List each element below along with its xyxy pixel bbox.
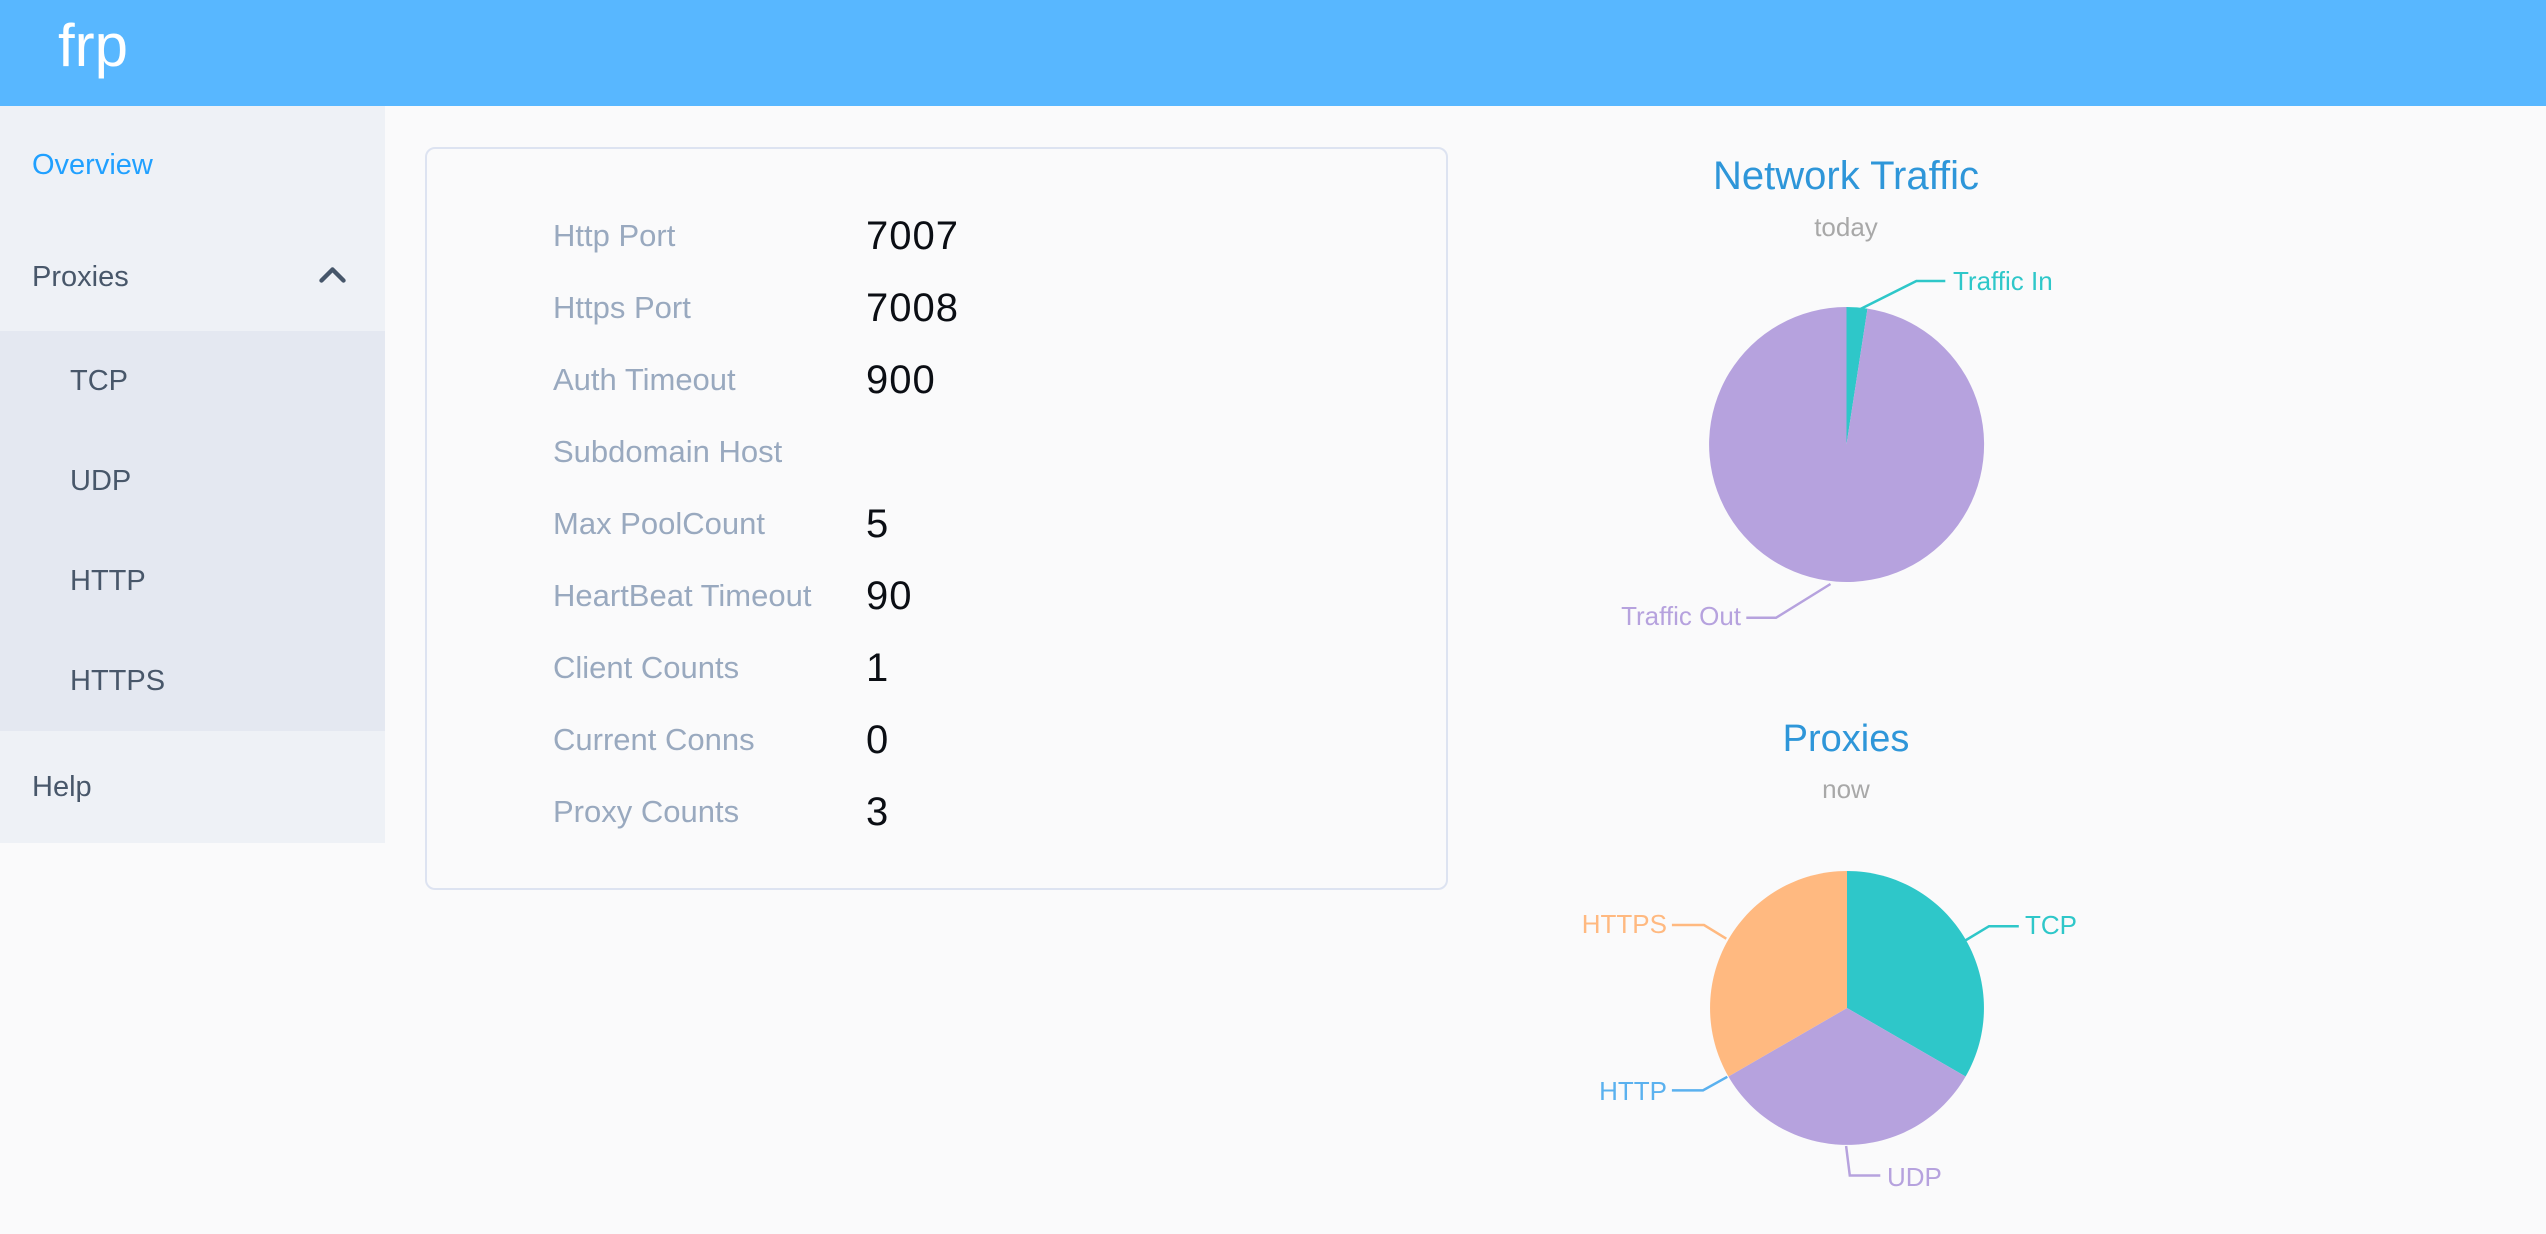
svg-text:HTTP: HTTP — [1599, 1076, 1667, 1106]
svg-text:Proxies: Proxies — [1783, 718, 1910, 760]
svg-text:now: now — [1822, 774, 1870, 804]
svg-text:Traffic In: Traffic In — [1953, 266, 2053, 296]
svg-text:HTTPS: HTTPS — [1582, 909, 1667, 939]
svg-text:today: today — [1814, 212, 1878, 242]
svg-text:Traffic Out: Traffic Out — [1621, 601, 1742, 631]
svg-text:TCP: TCP — [2025, 910, 2077, 940]
svg-text:Network Traffic: Network Traffic — [1713, 154, 1979, 198]
svg-text:UDP: UDP — [1887, 1162, 1942, 1192]
